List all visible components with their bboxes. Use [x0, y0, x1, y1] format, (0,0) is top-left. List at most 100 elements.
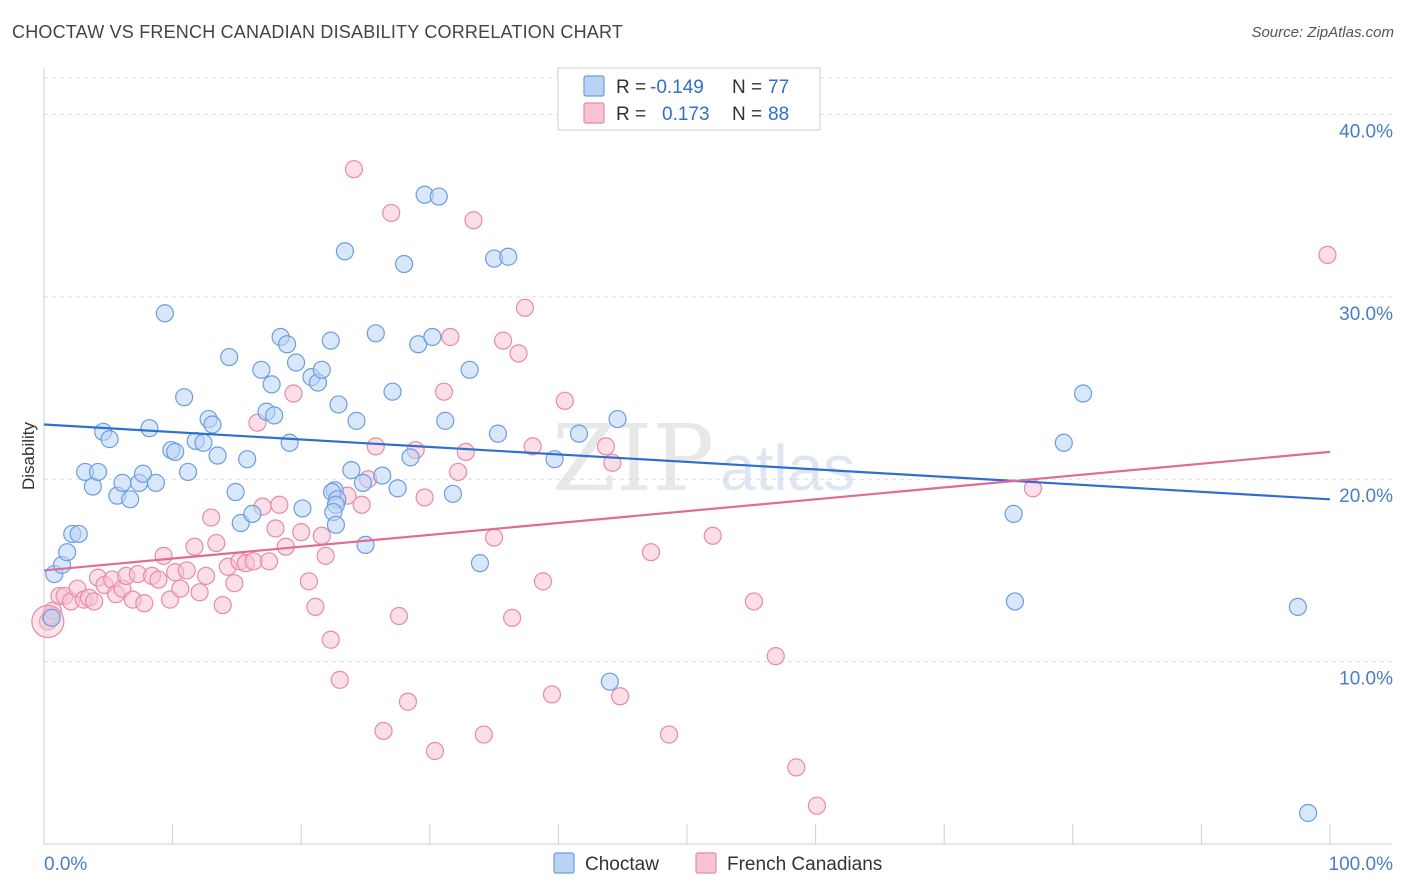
- point-choctaw: [383, 382, 402, 401]
- y-axis-label: Disability: [19, 421, 38, 490]
- point-french-canadians: [299, 572, 319, 591]
- point-choctaw: [443, 484, 463, 503]
- point-choctaw: [436, 411, 455, 430]
- point-choctaw: [262, 375, 281, 394]
- axes: [43, 68, 1392, 845]
- point-french-canadians: [596, 437, 616, 456]
- grid-lines: [44, 77, 1392, 663]
- point-french-canadians: [434, 382, 454, 401]
- point-french-canadians: [787, 758, 806, 777]
- point-choctaw: [146, 473, 165, 492]
- point-choctaw: [608, 409, 627, 429]
- point-choctaw: [401, 448, 420, 467]
- point-french-canadians: [306, 597, 325, 617]
- point-french-canadians: [154, 546, 173, 565]
- point-french-canadians: [177, 561, 196, 580]
- point-choctaw: [460, 360, 479, 379]
- point-choctaw: [488, 424, 508, 443]
- point-choctaw: [470, 554, 490, 573]
- point-choctaw: [1288, 597, 1307, 617]
- point-choctaw: [329, 395, 348, 414]
- point-french-canadians: [515, 298, 535, 317]
- point-french-canadians: [382, 203, 401, 223]
- x-tick-label: 100.0%: [1329, 854, 1394, 875]
- y-tick-label: 20.0%: [1339, 486, 1393, 507]
- point-french-canadians: [703, 526, 722, 545]
- legend-choctaw-r-value: -0.149: [650, 77, 704, 98]
- point-choctaw: [423, 327, 442, 347]
- point-choctaw: [243, 504, 262, 523]
- point-choctaw: [238, 450, 257, 469]
- point-choctaw: [312, 360, 331, 379]
- point-choctaw: [347, 411, 366, 430]
- point-choctaw: [133, 464, 153, 483]
- point-choctaw: [88, 462, 108, 482]
- point-choctaw: [499, 247, 518, 266]
- point-french-canadians: [321, 630, 340, 649]
- point-choctaw: [203, 415, 222, 434]
- point-french-canadians: [352, 495, 371, 514]
- y-tick-label: 10.0%: [1339, 669, 1393, 690]
- point-french-canadians: [425, 741, 445, 761]
- point-french-canadians: [207, 533, 226, 553]
- point-choctaw: [1054, 433, 1073, 452]
- bottom-legend-choctaw: Choctaw: [585, 854, 659, 875]
- point-choctaw: [277, 335, 297, 354]
- point-choctaw: [280, 433, 299, 452]
- point-choctaw: [113, 473, 132, 492]
- point-french-canadians: [244, 552, 263, 571]
- legend-french-r-value: 0.173: [662, 104, 710, 125]
- point-choctaw: [353, 473, 373, 492]
- bottom-legend: Choctaw French Canadians: [553, 852, 882, 875]
- point-french-canadians: [542, 685, 562, 704]
- point-choctaw: [194, 433, 213, 452]
- point-french-canadians: [503, 608, 522, 627]
- point-french-canadians: [185, 537, 204, 556]
- point-french-canadians: [523, 437, 542, 456]
- legend-swatch-french: [583, 102, 605, 124]
- point-choctaw: [388, 479, 407, 498]
- point-french-canadians: [766, 647, 785, 666]
- tick-labels: 10.0% 20.0% 30.0% 40.0% 0.0% 100.0%: [44, 121, 1393, 875]
- point-french-canadians: [456, 442, 475, 461]
- chart-source: Source: ZipAtlas.com: [1251, 24, 1394, 41]
- point-choctaw: [226, 482, 245, 502]
- point-french-canadians: [284, 384, 303, 403]
- point-choctaw: [140, 419, 159, 438]
- point-choctaw: [335, 242, 355, 261]
- trend-lines: [43, 423, 1331, 572]
- point-choctaw: [1004, 504, 1023, 523]
- point-choctaw: [252, 360, 271, 379]
- y-tick-label: 40.0%: [1339, 121, 1393, 142]
- point-choctaw: [265, 406, 284, 425]
- point-choctaw: [342, 461, 361, 480]
- point-choctaw: [321, 331, 340, 350]
- point-french-canadians: [744, 592, 763, 611]
- point-french-canadians: [171, 579, 190, 598]
- point-choctaw: [178, 462, 198, 482]
- point-french-canadians: [330, 670, 349, 689]
- point-choctaw: [356, 535, 375, 554]
- point-french-canadians: [494, 331, 513, 350]
- point-choctaw: [208, 446, 227, 465]
- legend-choctaw-n-value: 77: [768, 77, 789, 98]
- chart-title: CHOCTAW VS FRENCH CANADIAN DISABILITY CO…: [12, 22, 624, 42]
- point-french-canadians: [659, 725, 679, 744]
- point-french-canadians: [474, 725, 493, 744]
- point-french-canadians: [374, 721, 393, 741]
- point-choctaw: [394, 254, 414, 274]
- point-french-canadians: [464, 211, 483, 230]
- point-choctaw: [220, 347, 239, 367]
- point-choctaw: [429, 187, 448, 206]
- point-choctaw: [1299, 803, 1318, 823]
- point-french-canadians: [441, 327, 460, 347]
- point-french-canadians: [259, 552, 279, 571]
- legend-french-n-label: N =: [732, 104, 762, 125]
- point-french-canadians: [149, 570, 168, 589]
- point-choctaw: [293, 499, 312, 518]
- legend-box: R = -0.149 N = 77 R = 0.173 N = 88: [557, 67, 821, 131]
- point-french-canadians: [213, 595, 232, 615]
- legend-swatch-choctaw: [583, 75, 605, 97]
- point-french-canadians: [509, 344, 528, 363]
